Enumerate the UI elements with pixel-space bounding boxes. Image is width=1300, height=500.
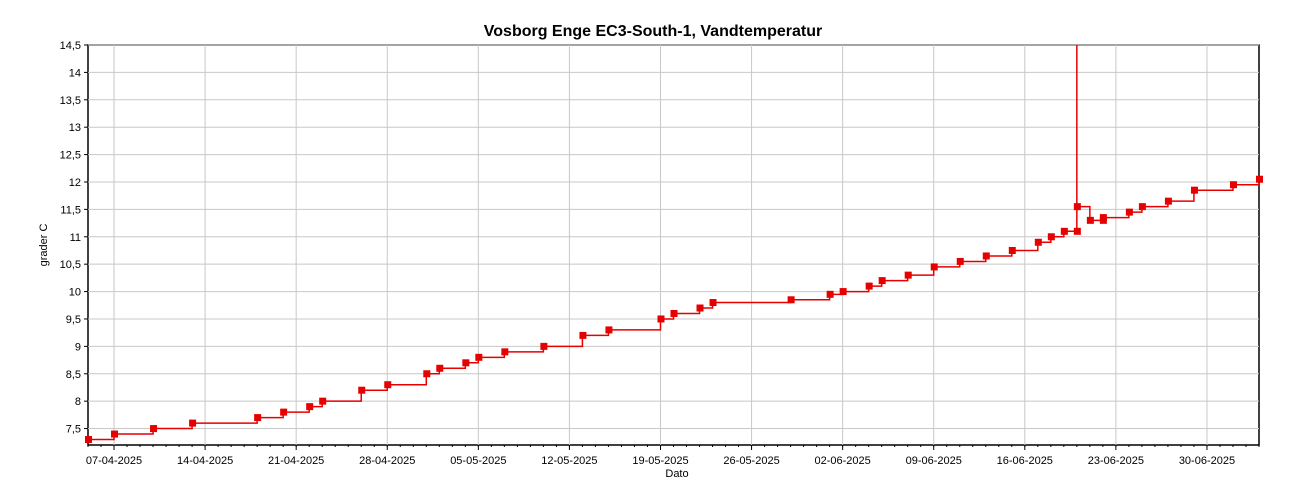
y-tick-label: 13,5 [60,95,81,107]
data-point [956,257,964,265]
data-point [787,296,795,304]
x-tick-label: 30-06-2025 [1179,455,1235,467]
data-point [930,263,938,271]
data-point [1190,186,1198,194]
data-point [865,282,873,290]
data-point [1073,203,1081,211]
data-point [1060,227,1068,235]
data-point [1099,214,1107,222]
data-point [111,430,119,438]
data-point [904,271,912,279]
data-point [1125,208,1133,216]
y-tick-label: 14,5 [60,40,81,52]
x-tick-label: 26-05-2025 [723,455,779,467]
data-point [982,252,990,260]
data-point [839,288,847,296]
y-tick-label: 10 [69,287,81,299]
data-point [1256,175,1263,183]
data-point [1034,238,1042,246]
data-point [358,386,366,394]
x-tick-label: 23-06-2025 [1088,455,1144,467]
data-point [189,419,197,427]
data-point [657,315,665,323]
data-point [423,370,431,378]
data-point [319,397,327,405]
data-point [280,408,288,416]
y-tick-label: 11 [70,232,81,244]
plot-area [87,44,1260,446]
x-tick-label: 16-06-2025 [997,455,1053,467]
y-axis: 7,5 8 8,5 9 9,5 10 10,5 11 11,5 12 12,5 13 13,5 14 14,… [60,40,88,436]
y-tick-label: 12 [69,177,81,189]
x-tick-label: 12-05-2025 [541,455,597,467]
y-tick-label: 8 [75,396,81,408]
data-point [1138,203,1146,211]
data-point [1229,181,1237,189]
y-tick-label: 7,5 [66,424,81,436]
data-point [306,403,314,411]
data-point [436,364,444,372]
x-axis-label: Dato [665,468,688,480]
y-tick-label: 14 [69,67,81,79]
y-tick-label: 9 [75,341,81,353]
data-point [826,290,834,298]
chart-title: Vosborg Enge EC3-South-1, Vandtemperatur [484,23,822,40]
data-point [579,331,587,339]
data-point [501,348,509,356]
y-axis-label: grader C [38,224,50,267]
data-point [475,353,483,361]
x-tick-label: 02-06-2025 [815,455,871,467]
data-point [384,381,392,389]
data-point [1086,216,1094,224]
data-point [150,425,158,433]
y-tick-label: 12,5 [60,150,81,162]
data-point [85,436,92,444]
y-tick-label: 8,5 [66,369,81,381]
data-point [254,414,262,422]
data-point [540,342,548,350]
data-point [1008,246,1016,254]
x-tick-label: 21-04-2025 [268,455,324,467]
x-axis: 07-04-2025 14-04-2025 21-04-2025 28-04-2025… [86,445,1260,467]
grid [88,44,1259,445]
data-point [462,359,470,367]
data-point [709,299,717,307]
x-tick-label: 14-04-2025 [177,455,233,467]
y-tick-label: 9,5 [66,314,81,326]
y-tick-label: 13 [69,122,81,134]
data-point [1047,233,1055,241]
series-group [85,45,1263,444]
x-tick-label: 07-04-2025 [86,455,142,467]
y-tick-label: 10,5 [60,259,81,271]
data-point [878,277,886,285]
data-point [1164,197,1172,205]
data-point [1073,227,1081,235]
x-tick-label: 05-05-2025 [450,455,506,467]
x-tick-label: 28-04-2025 [359,455,415,467]
data-point [605,326,613,334]
x-tick-label: 09-06-2025 [906,455,962,467]
data-point [670,309,678,317]
x-tick-label: 19-05-2025 [632,455,688,467]
data-point [696,304,704,312]
y-tick-label: 11,5 [60,204,81,216]
